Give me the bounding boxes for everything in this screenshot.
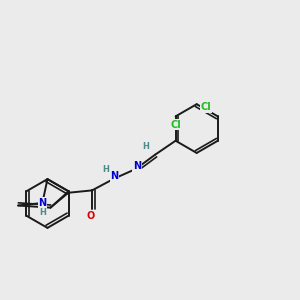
Text: Cl: Cl <box>171 120 182 130</box>
Text: N: N <box>38 198 46 208</box>
Text: N: N <box>110 171 118 181</box>
Text: N: N <box>133 161 141 171</box>
Text: H: H <box>143 142 150 151</box>
Text: H: H <box>40 208 46 217</box>
Text: Cl: Cl <box>201 102 212 112</box>
Text: O: O <box>87 211 95 221</box>
Text: H: H <box>102 165 109 174</box>
